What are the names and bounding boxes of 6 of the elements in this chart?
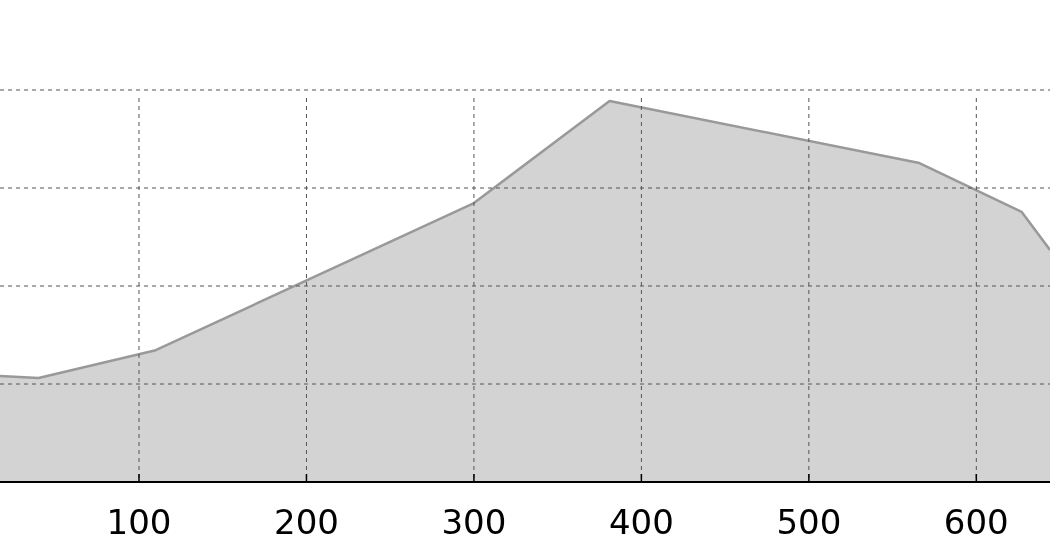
x-tick-label: 600 xyxy=(943,502,1009,542)
x-tick-label: 400 xyxy=(608,502,674,542)
x-tick-label: 100 xyxy=(106,502,172,542)
x-tick-label: 200 xyxy=(274,502,339,542)
x-tick-label: 500 xyxy=(776,502,842,542)
x-tick-label: 300 xyxy=(441,502,507,542)
